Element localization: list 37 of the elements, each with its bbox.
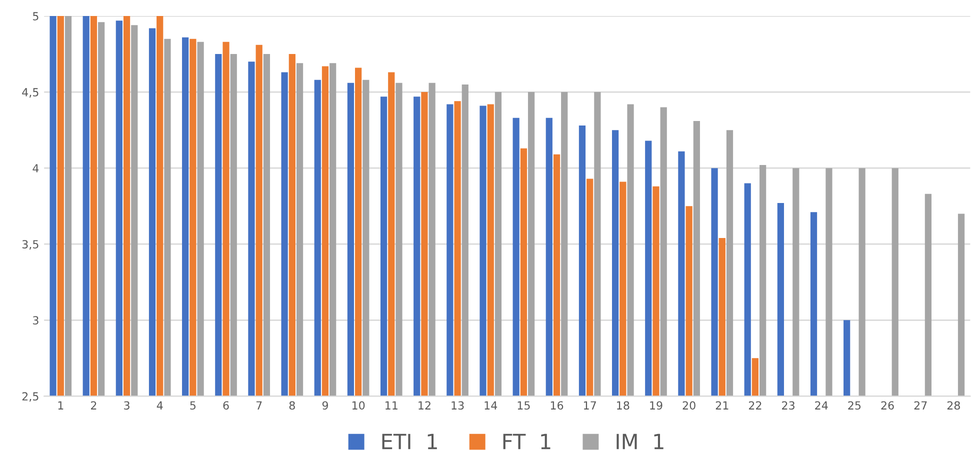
x-tick-label: 11 [386,401,398,410]
x-tick-label: 5 [190,401,196,410]
x-tick-label: 12 [418,401,430,410]
x-tick-label: 23 [782,401,794,410]
x-tick-label: 3 [124,401,130,410]
y-tick-label: 4,5 [22,88,38,98]
x-tick-label: 2 [90,401,96,410]
x-tick-label: 25 [848,401,861,410]
x-tick-label: 13 [452,401,464,410]
y-tick-label: 3 [33,316,38,325]
x-tick-label: 20 [682,401,696,410]
x-tick-label: 17 [584,401,596,410]
x-tick-label: 4 [156,401,163,410]
x-tick-label: 21 [716,401,728,410]
x-tick-label: 6 [223,401,229,410]
legend-label: ETI 1 [382,434,437,450]
x-tick-label: 27 [914,401,927,410]
y-tick-label: 2,5 [22,392,38,402]
x-tick-label: 26 [881,401,894,410]
y-tick-label: 5 [33,12,38,20]
x-tick-label: 19 [650,401,662,410]
x-tick-label: 14 [484,401,498,410]
legend-label: FT 1 [503,434,550,450]
x-tick-label: 22 [748,401,762,410]
x-tick-label: 16 [550,401,564,410]
x-tick-label: 7 [256,401,262,410]
x-tick-label: 10 [352,401,365,410]
x-tick-label: 24 [815,401,828,410]
x-tick-label: 28 [947,401,960,410]
y-tick-label: 4 [32,164,39,172]
x-tick-label: 1 [58,401,64,410]
x-tick-label: 18 [617,401,630,410]
x-tick-label: 15 [518,401,530,410]
legend-label: IM 1 [616,434,664,450]
x-tick-label: 9 [322,401,328,410]
x-tick-label: 8 [289,401,295,410]
y-tick-label: 3,5 [22,240,38,250]
